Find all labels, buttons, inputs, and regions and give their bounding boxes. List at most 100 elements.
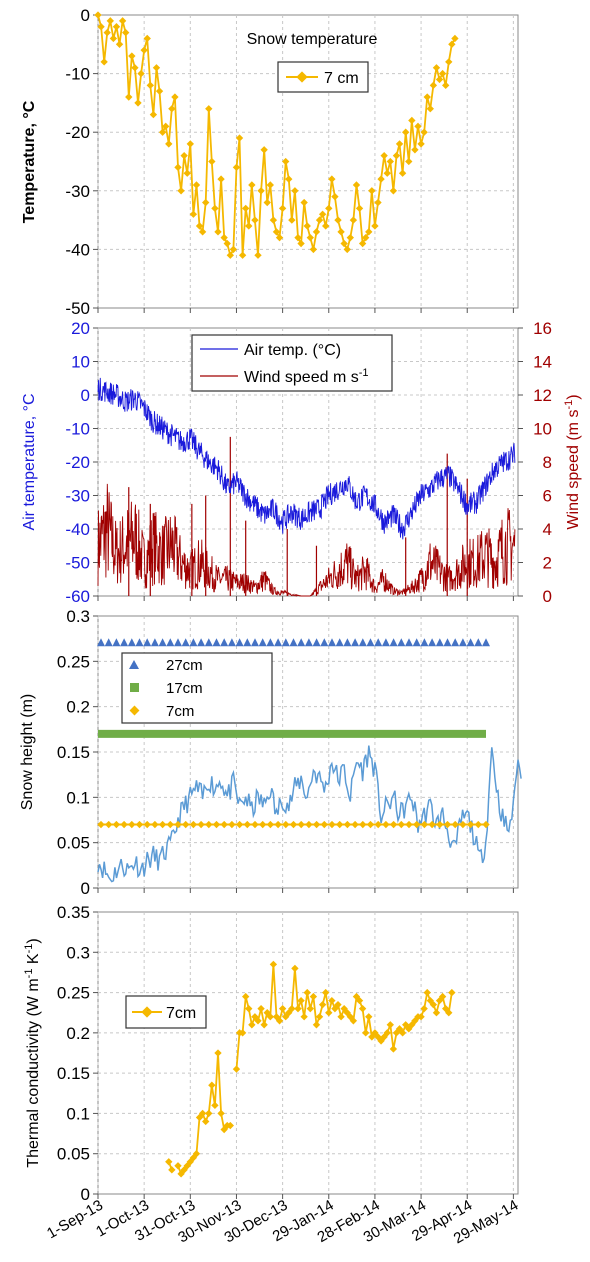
y-tick-label: 0: [81, 386, 90, 405]
conductivity-7cm-point: [168, 1166, 176, 1174]
conductivity-7cm-point: [438, 992, 447, 1001]
y-tick-label: 10: [71, 353, 90, 372]
marker-7cm: [289, 820, 298, 829]
temp-7cm-point: [374, 198, 382, 207]
marker-7cm: [297, 820, 305, 829]
temp-7cm-point: [220, 234, 228, 242]
y-tick-labels: 0 -10 -20 -30 -40 -50: [65, 6, 90, 318]
marker-27cm: [335, 638, 344, 647]
temp-7cm-point: [352, 181, 361, 189]
marker-27cm: [343, 638, 352, 647]
temp-7cm-point: [109, 34, 118, 43]
legend: 27cm 17cm 7cm: [121, 652, 273, 724]
marker-7cm: [259, 820, 267, 829]
temp-7cm-point: [162, 122, 170, 131]
legend: Air temp. (°C) Wind speed m s-1: [191, 334, 393, 392]
conductivity-7cm-point: [420, 1005, 428, 1013]
temp-7cm-point: [137, 69, 145, 78]
temp-7cm-point: [429, 81, 438, 89]
gridlines: [93, 14, 518, 313]
marker-7cm: [359, 820, 367, 829]
temp-7cm-point: [202, 198, 210, 207]
y-tick-label: 0.25: [57, 652, 90, 671]
conductivity-7cm-point: [355, 996, 364, 1005]
marker-7cm: [459, 820, 467, 829]
temp-7cm-point: [168, 105, 176, 113]
temp-7cm-point: [269, 216, 278, 224]
legend-label-air: Air temp. (°C): [244, 342, 341, 359]
marker-27cm: [297, 638, 306, 647]
marker-27cm: [197, 638, 206, 647]
marker-7cm: [436, 820, 444, 829]
panel-snow-height: 0.3 0.25 0.2 0.15 0.1 0.05 0 27cm 17cm 7cm Sno…: [19, 607, 522, 898]
marker-27cm: [266, 638, 275, 647]
y-axis-label: Snow height (m): [19, 694, 36, 811]
temp-7cm-point: [334, 216, 342, 224]
marker-7cm: [366, 820, 375, 829]
marker-27cm: [405, 638, 413, 647]
y-tick-label: 0.1: [66, 788, 90, 807]
temp-7cm-point: [442, 81, 450, 89]
y-tick-label: -30: [65, 487, 90, 506]
marker-7cm: [382, 820, 390, 829]
legend-box: [121, 652, 273, 724]
marker-27cm: [482, 638, 490, 647]
temp-7cm-point: [389, 187, 398, 195]
marker-7cm: [305, 820, 313, 829]
marker-7cm: [428, 820, 436, 829]
temp-7cm-point: [328, 175, 336, 183]
y-tick-label: 0.15: [57, 743, 90, 762]
marker-27cm: [474, 638, 483, 647]
temp-7cm-point: [214, 228, 222, 236]
temp-7cm-point: [380, 151, 388, 160]
y-tick-label: 0.25: [57, 984, 90, 1003]
temp-7cm-point: [205, 105, 213, 113]
marker-7cm: [451, 820, 459, 829]
y-tick-label: 0.3: [66, 607, 90, 626]
legend-label-27cm: 27cm: [166, 657, 203, 674]
temp-7cm-point: [131, 64, 139, 72]
y-tick-label: 0: [81, 879, 90, 898]
y-tick-label: 0.3: [66, 943, 90, 962]
series-7cm-conductivity: [165, 960, 456, 1178]
temp-7cm-point: [125, 93, 133, 101]
conductivity-7cm-point: [294, 1005, 302, 1013]
marker-7cm: [351, 820, 359, 829]
y2-axis-label: Wind speed (m s-1): [563, 394, 582, 529]
conductivity-7cm-point: [429, 1000, 438, 1009]
legend-box: [191, 334, 393, 392]
marker-7cm: [282, 820, 290, 829]
legend-marker-7cm: [129, 705, 140, 716]
temp-7cm-point: [438, 69, 447, 78]
marker-7cm: [182, 820, 190, 829]
marker-27cm: [389, 638, 398, 647]
marker-27cm: [143, 638, 152, 647]
marker-27cm: [381, 638, 390, 647]
temp-7cm-point: [165, 140, 173, 148]
temp-7cm-point: [195, 222, 204, 230]
conductivity-7cm-point: [432, 1009, 441, 1017]
conductivity-7cm-point: [257, 1005, 265, 1013]
marker-27cm: [127, 638, 136, 647]
legend-label-7cm: 7cm: [166, 1005, 196, 1022]
legend-marker-17cm: [130, 683, 139, 692]
marker-7cm: [220, 820, 228, 829]
marker-27cm: [97, 638, 105, 647]
marker-27cm: [135, 638, 144, 647]
temp-7cm-point: [303, 222, 311, 230]
chart-title: Snow temperature: [247, 31, 378, 48]
y-tick-labels-right: 16 14 12 10 8 6 4 2 0: [533, 319, 552, 606]
snow-surface-line: [97, 745, 522, 883]
temp-7cm-point: [423, 93, 431, 101]
conductivity-7cm-point: [278, 1005, 287, 1013]
conductivity-7cm-point: [165, 1158, 173, 1166]
y2-tick-label: 14: [533, 353, 552, 372]
gridlines: [93, 615, 518, 893]
y-tick-label: -30: [65, 182, 90, 201]
temp-7cm-point: [115, 40, 124, 48]
temp-7cm-point: [445, 58, 453, 66]
conductivity-7cm-point: [445, 1009, 453, 1017]
y-tick-labels: 0.35 0.3 0.25 0.2 0.15 0.1 0.05 0: [57, 903, 90, 1204]
marker-27cm: [158, 638, 167, 647]
